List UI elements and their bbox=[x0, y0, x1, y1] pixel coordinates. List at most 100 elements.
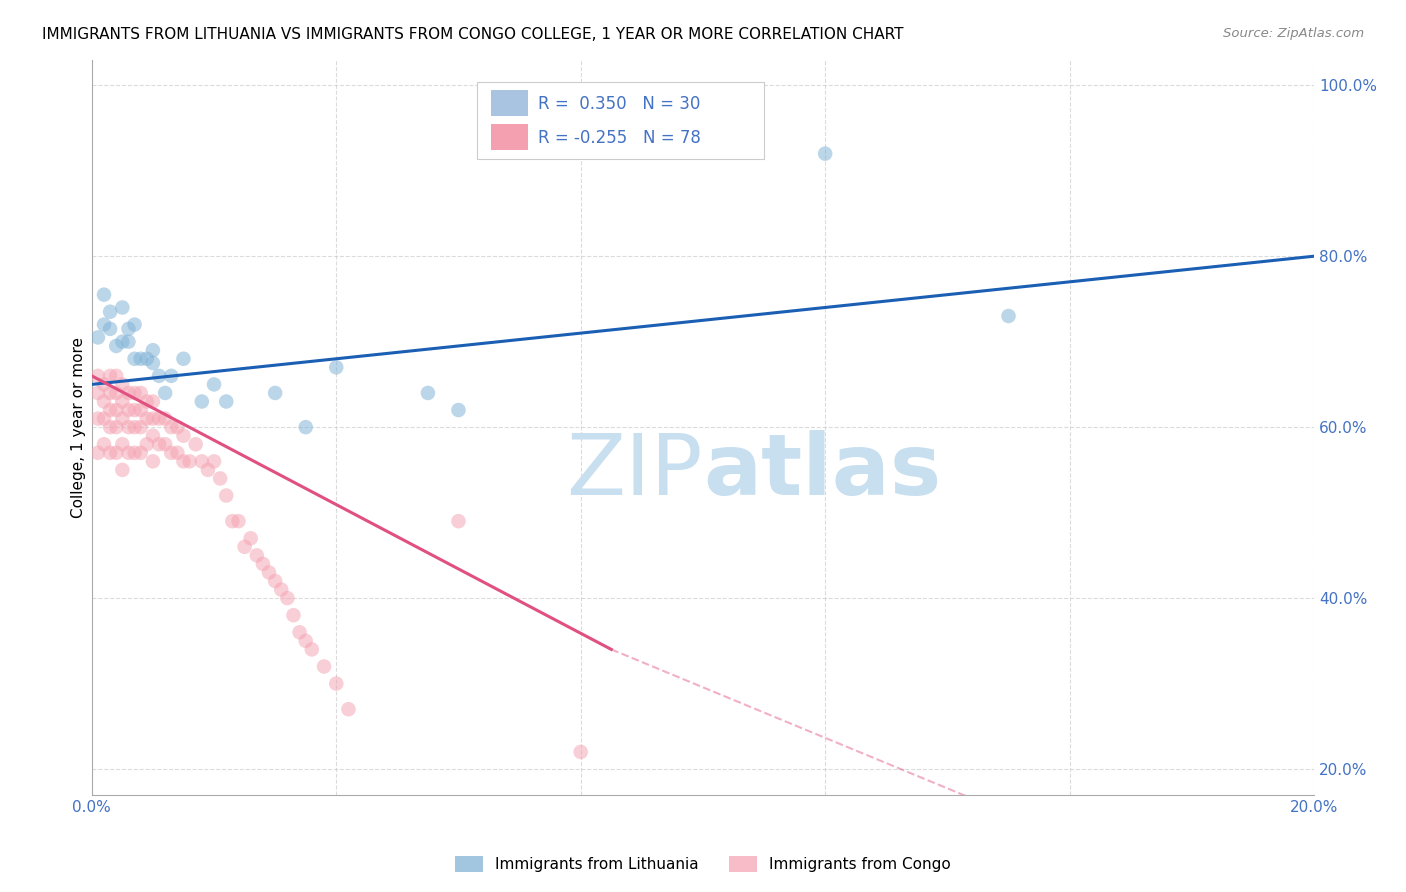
Point bbox=[117, 403, 139, 417]
Point bbox=[129, 351, 152, 366]
Point bbox=[239, 531, 262, 545]
Point bbox=[215, 394, 238, 409]
Point bbox=[179, 454, 201, 468]
Point bbox=[184, 437, 207, 451]
Point bbox=[325, 360, 347, 375]
Point bbox=[105, 386, 128, 401]
Point bbox=[172, 351, 194, 366]
Point bbox=[569, 745, 592, 759]
Point bbox=[283, 608, 305, 623]
Point bbox=[814, 146, 837, 161]
Point bbox=[160, 420, 183, 434]
Point bbox=[111, 301, 134, 315]
Point bbox=[87, 368, 110, 383]
Point bbox=[172, 454, 194, 468]
Point bbox=[98, 446, 121, 460]
Point bbox=[142, 394, 165, 409]
Point bbox=[111, 463, 134, 477]
Point bbox=[135, 411, 157, 425]
Point bbox=[264, 386, 287, 401]
Point bbox=[124, 403, 146, 417]
Point bbox=[129, 446, 152, 460]
Point bbox=[93, 437, 115, 451]
Point bbox=[160, 368, 183, 383]
Point bbox=[325, 676, 347, 690]
Point bbox=[98, 403, 121, 417]
Point bbox=[191, 454, 214, 468]
Point bbox=[111, 334, 134, 349]
Point bbox=[166, 446, 188, 460]
Point bbox=[142, 428, 165, 442]
Text: R =  0.350   N = 30: R = 0.350 N = 30 bbox=[538, 95, 700, 112]
Point bbox=[117, 420, 139, 434]
Point bbox=[447, 514, 470, 528]
Point bbox=[93, 411, 115, 425]
Point bbox=[447, 403, 470, 417]
Point bbox=[117, 322, 139, 336]
Text: atlas: atlas bbox=[703, 430, 941, 513]
Point bbox=[142, 356, 165, 370]
Point bbox=[129, 386, 152, 401]
Point bbox=[98, 386, 121, 401]
Point bbox=[246, 549, 269, 563]
Point bbox=[105, 403, 128, 417]
Point bbox=[87, 411, 110, 425]
FancyBboxPatch shape bbox=[492, 90, 529, 116]
Point bbox=[252, 557, 274, 571]
Point bbox=[129, 420, 152, 434]
Point bbox=[124, 420, 146, 434]
Point bbox=[93, 287, 115, 301]
Point bbox=[153, 386, 176, 401]
Point bbox=[87, 446, 110, 460]
Point bbox=[117, 334, 139, 349]
Point bbox=[105, 420, 128, 434]
Y-axis label: College, 1 year or more: College, 1 year or more bbox=[72, 336, 86, 517]
Point bbox=[301, 642, 323, 657]
Point bbox=[124, 351, 146, 366]
Point bbox=[148, 437, 170, 451]
Point bbox=[148, 411, 170, 425]
Text: Source: ZipAtlas.com: Source: ZipAtlas.com bbox=[1223, 27, 1364, 40]
Point bbox=[105, 368, 128, 383]
Point bbox=[124, 446, 146, 460]
Point bbox=[117, 446, 139, 460]
Point bbox=[276, 591, 298, 606]
Point bbox=[416, 386, 439, 401]
Point bbox=[233, 540, 256, 554]
Point bbox=[142, 343, 165, 358]
Point bbox=[87, 386, 110, 401]
Point bbox=[142, 411, 165, 425]
Point bbox=[124, 386, 146, 401]
Point bbox=[87, 330, 110, 344]
Point bbox=[153, 437, 176, 451]
Point bbox=[111, 411, 134, 425]
Point bbox=[288, 625, 311, 640]
Point bbox=[135, 351, 157, 366]
Point bbox=[98, 305, 121, 319]
Point bbox=[105, 446, 128, 460]
Point bbox=[160, 446, 183, 460]
Text: IMMIGRANTS FROM LITHUANIA VS IMMIGRANTS FROM CONGO COLLEGE, 1 YEAR OR MORE CORRE: IMMIGRANTS FROM LITHUANIA VS IMMIGRANTS … bbox=[42, 27, 904, 42]
Point bbox=[98, 322, 121, 336]
Point bbox=[997, 309, 1019, 323]
Point bbox=[202, 454, 225, 468]
Point bbox=[257, 566, 280, 580]
Point bbox=[202, 377, 225, 392]
Point bbox=[264, 574, 287, 588]
Point bbox=[93, 394, 115, 409]
Point bbox=[148, 368, 170, 383]
Text: R = -0.255   N = 78: R = -0.255 N = 78 bbox=[538, 128, 700, 146]
Point bbox=[93, 318, 115, 332]
Point bbox=[98, 420, 121, 434]
FancyBboxPatch shape bbox=[492, 124, 529, 150]
Point bbox=[191, 394, 214, 409]
FancyBboxPatch shape bbox=[477, 82, 763, 159]
Point bbox=[215, 489, 238, 503]
Point bbox=[117, 386, 139, 401]
Point bbox=[209, 471, 232, 485]
Point bbox=[294, 633, 316, 648]
Point bbox=[124, 318, 146, 332]
Text: ZIP: ZIP bbox=[567, 430, 703, 513]
Point bbox=[228, 514, 250, 528]
Point bbox=[105, 339, 128, 353]
